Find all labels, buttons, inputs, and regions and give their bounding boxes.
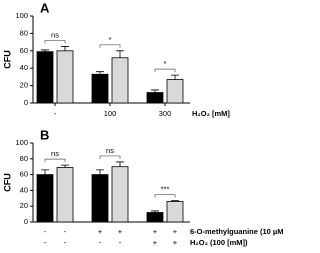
y-tick-label: 80	[20, 154, 28, 163]
significance-bracket	[44, 158, 66, 163]
treatment-sign: +	[173, 227, 178, 236]
figure: A CFU 0 20 40 60 80 100 - ns 100 * 300 * H₂O₂ [mM] B CFU…	[2, 0, 284, 247]
treatment-sign: +	[153, 227, 158, 236]
x-tick-label: 100	[104, 109, 117, 118]
error-bar	[41, 49, 49, 52]
bar	[91, 73, 109, 104]
significance-bracket	[44, 40, 66, 44]
y-tick-label: 60	[20, 170, 28, 179]
treatment-label: 6-O-methylguanine (10 µM	[190, 227, 284, 236]
bar	[56, 167, 74, 223]
panel-label: A	[40, 0, 50, 15]
treatment-sign: +	[118, 227, 123, 236]
error-bar	[61, 164, 69, 168]
y-tick-label: 40	[20, 185, 28, 194]
significance-label: *	[109, 35, 112, 44]
y-tick-label: 0	[24, 98, 28, 107]
y-tick-label: 100	[15, 11, 28, 20]
error-bar	[151, 89, 159, 93]
y-axis-label: CFU	[2, 173, 12, 192]
significance-bracket	[99, 155, 121, 159]
treatment-sign: -	[99, 238, 102, 247]
x-tick-label: -	[54, 109, 57, 118]
bar	[146, 212, 164, 223]
bar	[146, 92, 164, 104]
bar	[111, 166, 129, 223]
bar	[56, 50, 74, 104]
x-tick-label: 300	[159, 109, 172, 118]
significance-bracket	[99, 44, 121, 48]
treatment-sign: -	[64, 227, 67, 236]
treatment-sign: +	[98, 227, 103, 236]
treatment-sign: -	[64, 238, 67, 247]
error-bar	[151, 210, 159, 213]
y-tick-label: 100	[15, 138, 28, 147]
bar	[166, 79, 184, 104]
significance-bracket	[154, 194, 176, 198]
significance-bracket	[154, 68, 176, 73]
bar	[111, 57, 129, 104]
y-tick-label: 60	[20, 46, 28, 55]
error-bar	[96, 169, 104, 175]
y-tick-label: 20	[20, 201, 28, 210]
treatment-sign: +	[153, 238, 158, 247]
significance-label: *	[164, 59, 167, 68]
error-bar	[41, 169, 49, 175]
error-bar	[171, 74, 179, 80]
y-tick-label: 80	[20, 28, 28, 37]
error-bar	[61, 46, 69, 51]
treatment-sign: +	[173, 238, 178, 247]
bar	[91, 174, 109, 223]
bar	[166, 201, 184, 223]
y-tick-label: 20	[20, 81, 28, 90]
treatment-sign: -	[44, 238, 47, 247]
error-bar	[116, 50, 124, 58]
treatment-sign: -	[44, 227, 47, 236]
bar	[36, 174, 54, 223]
treatment-label: H₂O₂ (100 [mM])	[190, 238, 248, 247]
significance-label: ns	[106, 146, 114, 155]
significance-label: ***	[161, 185, 170, 194]
error-bar	[171, 200, 179, 202]
y-tick-label: 0	[24, 217, 28, 226]
significance-label: ns	[51, 149, 59, 158]
error-bar	[116, 161, 124, 167]
error-bar	[96, 71, 104, 75]
treatment-sign: -	[119, 238, 122, 247]
panel-label: B	[40, 127, 49, 142]
y-tick-label: 40	[20, 63, 28, 72]
bar	[36, 51, 54, 104]
y-axis-label: CFU	[2, 50, 12, 69]
x-axis-label: H₂O₂ [mM]	[192, 109, 230, 118]
significance-label: ns	[51, 30, 59, 39]
